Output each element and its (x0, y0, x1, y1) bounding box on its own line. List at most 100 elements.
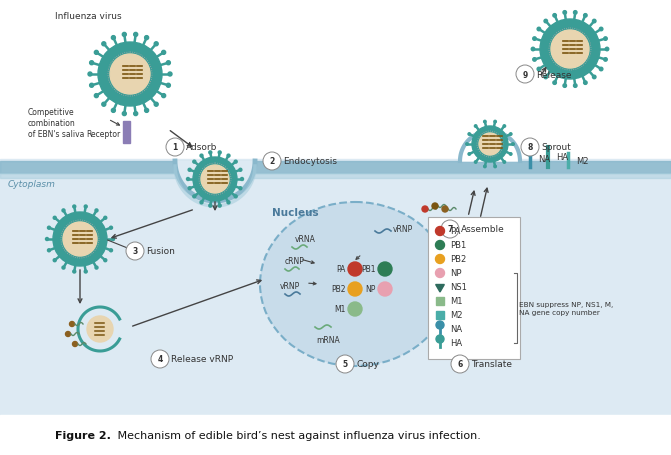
Circle shape (503, 162, 505, 164)
Circle shape (574, 85, 577, 88)
Circle shape (574, 11, 577, 15)
Circle shape (239, 187, 242, 190)
Circle shape (378, 283, 392, 296)
FancyBboxPatch shape (123, 122, 130, 144)
Circle shape (111, 36, 115, 40)
Circle shape (468, 133, 470, 136)
Polygon shape (460, 131, 520, 162)
Text: 5: 5 (342, 360, 348, 369)
Circle shape (451, 355, 469, 373)
Circle shape (521, 139, 539, 157)
Circle shape (263, 153, 281, 171)
FancyBboxPatch shape (436, 298, 444, 305)
Circle shape (533, 38, 536, 41)
Circle shape (422, 207, 428, 212)
Text: M1: M1 (450, 297, 462, 306)
Circle shape (88, 73, 92, 77)
FancyBboxPatch shape (0, 162, 671, 174)
Text: NA: NA (538, 155, 550, 164)
Circle shape (218, 205, 221, 207)
Circle shape (484, 121, 486, 124)
Text: Release: Release (536, 71, 572, 79)
Circle shape (474, 162, 477, 164)
Text: Nucleus: Nucleus (272, 207, 318, 217)
Text: NP: NP (366, 285, 376, 294)
Circle shape (584, 15, 587, 18)
Circle shape (544, 20, 548, 24)
Circle shape (584, 82, 587, 85)
Text: vRNA: vRNA (295, 234, 316, 243)
Text: 8: 8 (527, 143, 533, 152)
Circle shape (111, 109, 115, 113)
Circle shape (72, 342, 77, 347)
Text: Cytoplasm: Cytoplasm (8, 180, 56, 188)
Circle shape (435, 255, 444, 264)
FancyBboxPatch shape (436, 311, 444, 319)
Circle shape (441, 221, 459, 238)
Circle shape (151, 350, 169, 368)
Text: vRNP: vRNP (280, 281, 300, 290)
Circle shape (336, 355, 354, 373)
Circle shape (227, 202, 230, 204)
Circle shape (48, 249, 50, 252)
Circle shape (109, 227, 113, 230)
FancyBboxPatch shape (0, 415, 671, 455)
Circle shape (592, 76, 596, 80)
Text: Influenza virus: Influenza virus (55, 12, 121, 21)
Circle shape (98, 43, 162, 107)
Circle shape (102, 43, 106, 47)
Circle shape (234, 196, 237, 198)
Circle shape (494, 121, 497, 124)
Circle shape (432, 203, 438, 210)
Text: EBN suppress NP, NS1, M,
NA gene copy number: EBN suppress NP, NS1, M, NA gene copy nu… (519, 301, 613, 315)
Circle shape (134, 33, 138, 37)
Text: 6: 6 (458, 360, 462, 369)
Circle shape (474, 126, 477, 128)
Circle shape (85, 270, 87, 273)
Circle shape (509, 133, 512, 136)
Circle shape (436, 321, 444, 329)
Circle shape (540, 20, 600, 80)
Circle shape (145, 109, 148, 113)
FancyBboxPatch shape (0, 160, 671, 415)
Circle shape (533, 59, 536, 62)
Circle shape (604, 59, 607, 62)
Circle shape (200, 202, 203, 204)
Circle shape (109, 249, 113, 252)
Circle shape (605, 48, 609, 51)
Circle shape (90, 61, 94, 66)
Text: Copy: Copy (356, 360, 379, 369)
Text: NA: NA (450, 325, 462, 334)
Circle shape (592, 20, 596, 24)
Circle shape (70, 322, 74, 327)
Text: PA: PA (450, 227, 460, 236)
Circle shape (154, 103, 158, 107)
Circle shape (442, 207, 448, 212)
FancyBboxPatch shape (428, 217, 520, 359)
Text: Competitive
combination
of EBN's saliva: Competitive combination of EBN's saliva (28, 108, 85, 139)
Circle shape (209, 205, 212, 207)
Text: NP: NP (450, 269, 462, 278)
Circle shape (122, 33, 126, 37)
Text: 9: 9 (523, 71, 527, 79)
Text: Assemble: Assemble (461, 225, 505, 234)
Circle shape (435, 269, 444, 278)
Circle shape (435, 241, 444, 250)
Circle shape (168, 73, 172, 77)
Circle shape (104, 259, 107, 262)
Circle shape (193, 161, 196, 164)
Circle shape (479, 134, 501, 156)
Circle shape (239, 169, 242, 172)
Circle shape (200, 155, 203, 158)
Polygon shape (175, 162, 255, 202)
Circle shape (563, 11, 566, 15)
Circle shape (553, 15, 556, 18)
Circle shape (162, 95, 166, 98)
Circle shape (531, 48, 535, 51)
Circle shape (537, 28, 541, 32)
Circle shape (544, 76, 548, 80)
Circle shape (187, 178, 189, 181)
Circle shape (553, 82, 556, 85)
Circle shape (188, 187, 191, 190)
Circle shape (435, 227, 444, 236)
